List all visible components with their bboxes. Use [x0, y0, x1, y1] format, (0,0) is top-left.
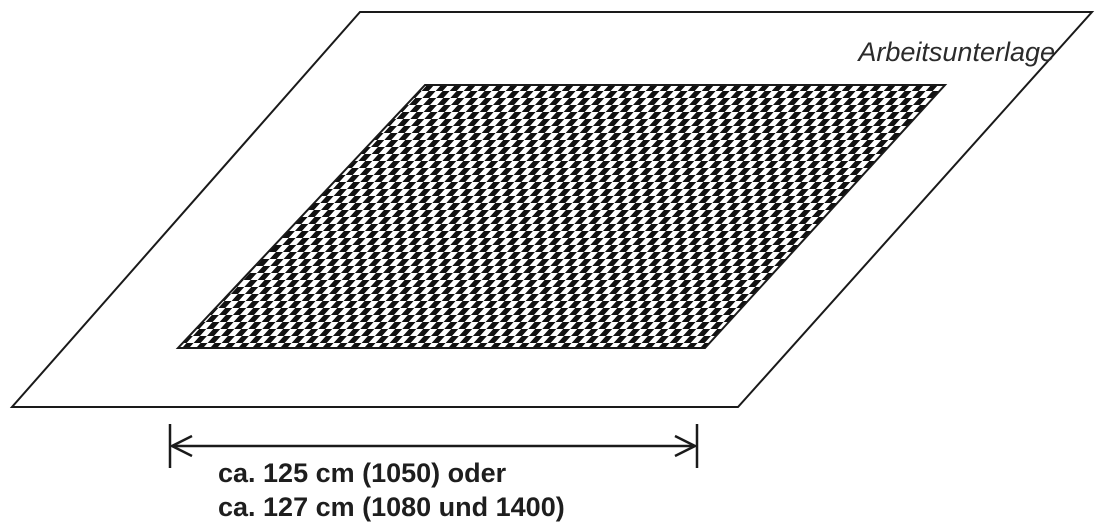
mat-label: Arbeitsunterlage	[856, 37, 1055, 67]
dimension-caption-line-2: ca. 127 cm (1080 und 1400)	[218, 492, 565, 522]
checkerboard-area	[175, 84, 948, 349]
dimension-caption: ca. 125 cm (1050) oder ca. 127 cm (1080 …	[218, 456, 565, 524]
dimension-left-arrowhead	[169, 434, 193, 458]
dimension-caption-line-1: ca. 125 cm (1050) oder	[218, 458, 507, 488]
dimension-right-arrowhead	[674, 434, 698, 458]
dimension-arrow	[168, 424, 699, 468]
